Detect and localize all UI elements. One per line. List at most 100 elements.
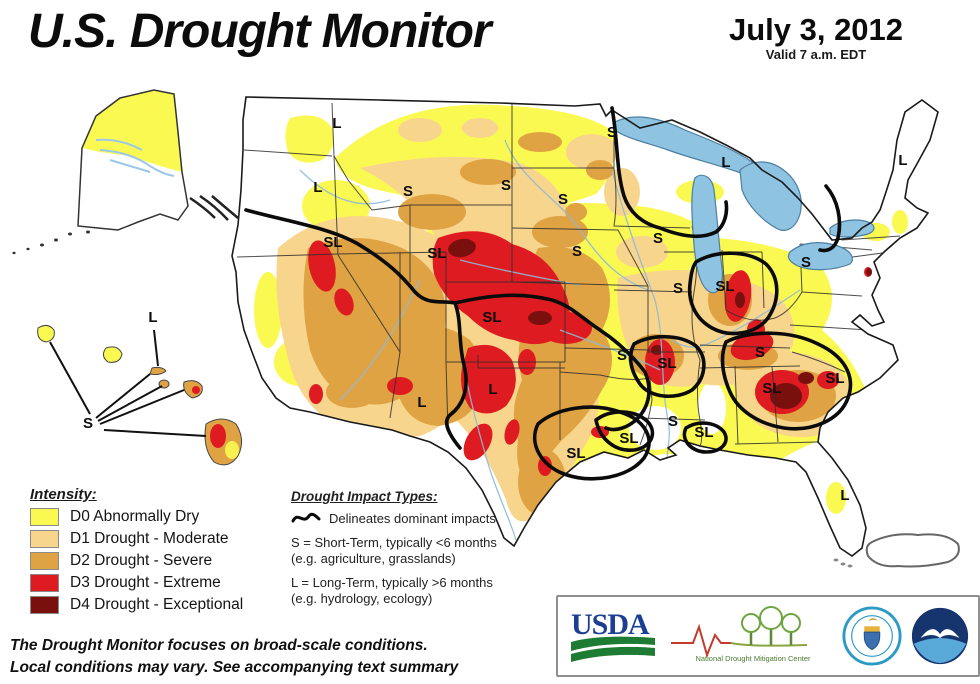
legend-swatch-D0 xyxy=(30,507,59,526)
impact-label: S xyxy=(668,413,678,430)
impact-label: S xyxy=(607,124,617,141)
legend-item-D1: D1 Drought - Moderate xyxy=(30,529,282,548)
impact-label: SL xyxy=(694,424,713,441)
oahu xyxy=(102,346,123,363)
lake-huron xyxy=(739,161,802,231)
long-term-line: L = Long-Term, typically >6 months xyxy=(291,575,493,591)
impact-label: L xyxy=(313,179,322,196)
impact-label: SL xyxy=(482,309,501,326)
legend-item-D4: D4 Drought - Exceptional xyxy=(30,595,282,614)
big-island-dry-fringe xyxy=(225,441,239,459)
impact-label: L xyxy=(721,154,730,171)
legend-swatch-D2 xyxy=(30,551,59,570)
usda-field-swoosh-bottom xyxy=(571,646,655,662)
kauai xyxy=(37,324,55,343)
impact-label: S xyxy=(501,177,511,194)
impact-label: S xyxy=(558,191,568,208)
commerce-seal xyxy=(842,606,902,666)
alaska-panhandle xyxy=(189,194,239,221)
impact-label: S xyxy=(755,344,765,361)
impact-label: S xyxy=(572,243,582,260)
hawaii-inset xyxy=(37,324,242,466)
drought-layer-d4 xyxy=(448,238,872,409)
alaska-rivers xyxy=(95,138,175,177)
commerce-eagle xyxy=(868,618,878,622)
noaa-wave xyxy=(913,637,967,664)
legend-label: D4 Drought - Exceptional xyxy=(70,595,244,613)
intensity-legend: Intensity: D0 Abnormally Dry D1 Drought -… xyxy=(30,486,282,614)
disclaimer-line1: The Drought Monitor focuses on broad-sca… xyxy=(10,637,428,654)
impact-label: L xyxy=(898,152,907,169)
great-lakes xyxy=(614,116,875,294)
legend-swatch-D4 xyxy=(30,595,59,614)
disclaimer-note: The Drought Monitor focuses on broad-sca… xyxy=(10,635,458,678)
molokai xyxy=(149,366,167,376)
legend-swatch-D1 xyxy=(30,529,59,548)
legend-label: D2 Drought - Severe xyxy=(70,551,213,569)
alaska-outline xyxy=(77,89,189,231)
noaa-gull xyxy=(920,629,960,638)
impact-label: L xyxy=(840,487,849,504)
impact-label: L xyxy=(332,115,341,132)
squiggle-line-icon xyxy=(291,512,321,523)
impact-label: S xyxy=(653,230,663,247)
legend-item-D2: D2 Drought - Severe xyxy=(30,551,282,570)
ndmc-ekg-line xyxy=(671,623,731,659)
impact-label: L xyxy=(417,394,426,411)
aleutian-islands xyxy=(12,230,90,255)
impact-label: SL xyxy=(427,245,446,262)
usda-logo: USDA xyxy=(571,608,655,662)
impact-label: S xyxy=(403,183,413,200)
disclaimer-line2: Local conditions may vary. See accompany… xyxy=(10,658,459,676)
impact-label: L xyxy=(148,309,157,326)
alaska-d0-area xyxy=(82,90,182,172)
impact-label: SL xyxy=(323,234,342,251)
short-term-definition: S = Short-Term, typically <6 months (e.g… xyxy=(291,535,549,566)
ndmc-caption: National Drought Mitigation Center xyxy=(695,654,811,663)
conus-map xyxy=(231,96,939,557)
hawaii-callout-lines xyxy=(49,329,207,437)
map-date: July 3, 2012 xyxy=(728,12,904,47)
short-term-example: (e.g. agriculture, grasslands) xyxy=(291,550,456,566)
valid-time: Valid 7 a.m. EDT xyxy=(765,47,867,62)
rivers xyxy=(299,139,801,541)
impact-label: S xyxy=(617,347,627,364)
florida-keys xyxy=(833,558,853,568)
impact-label: SL xyxy=(825,370,844,387)
puerto-rico-inset xyxy=(833,533,960,568)
commerce-shield xyxy=(863,631,881,651)
legend-item-D0: D0 Abnormally Dry xyxy=(30,507,282,526)
agency-logo-bar: USDA National Drought Mitigation Center xyxy=(556,595,980,677)
impact-boundaries xyxy=(244,106,853,481)
maui-extreme-spot xyxy=(192,386,200,394)
legend-heading: Intensity: xyxy=(30,486,97,503)
impact-label: SL xyxy=(566,445,585,462)
legend-label: D1 Drought - Moderate xyxy=(70,529,229,547)
usda-wordmark: USDA xyxy=(571,608,650,641)
impact-label: SL xyxy=(619,430,638,447)
impact-label: L xyxy=(488,381,497,398)
legend-label: D0 Abnormally Dry xyxy=(70,507,200,525)
big-island-extreme-spot xyxy=(210,424,226,448)
lake-erie xyxy=(787,242,853,271)
short-term-line: S = Short-Term, typically <6 months xyxy=(291,535,497,550)
usda-field-swoosh-top xyxy=(571,636,655,651)
legend-items: D0 Abnormally Dry D1 Drought - Moderate D2… xyxy=(30,507,282,614)
long-term-example: (e.g. hydrology, ecology) xyxy=(291,590,433,606)
impact-label: S xyxy=(83,415,93,432)
puerto-rico-outline xyxy=(865,533,960,568)
noaa-logo xyxy=(911,607,969,665)
ndmc-ground-line xyxy=(730,642,808,647)
impact-types-heading: Drought Impact Types: xyxy=(291,489,438,504)
lake-ontario xyxy=(829,219,875,238)
alaska-inset xyxy=(12,89,239,255)
impact-label: SL xyxy=(715,278,734,295)
legend-item-D3: D3 Drought - Extreme xyxy=(30,573,282,592)
impact-types-panel: Drought Impact Types: Delineates dominan… xyxy=(291,489,549,606)
impact-label: SL xyxy=(762,380,781,397)
page-title: U.S. Drought Monitor xyxy=(28,5,492,58)
delineates-label: Delineates dominant impacts xyxy=(329,510,496,526)
impact-label: S xyxy=(801,254,811,271)
